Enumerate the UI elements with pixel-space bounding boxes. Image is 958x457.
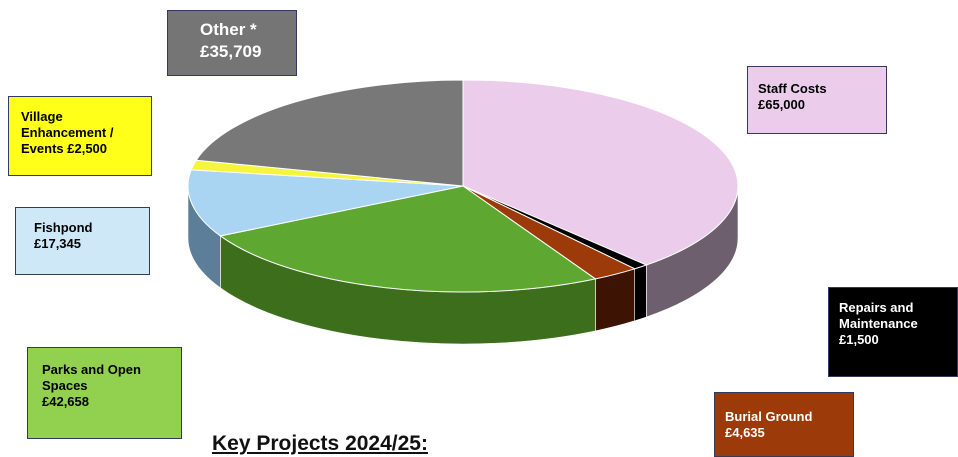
callout-burial-line-2: £4,635 <box>725 425 765 440</box>
callout-other-line-2: £35,709 <box>200 42 262 61</box>
callout-repairs-line-1: Repairs and <box>839 300 914 315</box>
callout-village-enhancement: Village Enhancement / Events £2,500 <box>8 96 152 176</box>
callout-parks-line-2: Spaces <box>42 378 88 393</box>
page-title: Key Projects 2024/25: <box>212 432 428 455</box>
pie-slice-fishpond <box>187 169 464 237</box>
pie-side-repairs-maintenance <box>634 264 647 322</box>
callout-repairs-line-3: £1,500 <box>839 332 879 347</box>
pie-slice-staff-costs <box>462 79 739 266</box>
callout-village-line-1: Village <box>21 109 63 124</box>
callout-other-line-1: Other * <box>200 20 257 39</box>
callout-parks-line-1: Parks and Open <box>42 362 141 377</box>
callout-parks-line-3: £42,658 <box>42 394 89 409</box>
callout-other: Other * £35,709 <box>167 10 297 76</box>
callout-fishpond-line-1: Fishpond <box>34 220 93 235</box>
callout-repairs-line-2: Maintenance <box>839 316 918 331</box>
callout-burial-ground: Burial Ground £4,635 <box>714 392 854 457</box>
callout-staff-costs: Staff Costs £65,000 <box>747 66 887 134</box>
callout-fishpond-line-2: £17,345 <box>34 236 81 251</box>
pie-slice-parks-open-spaces <box>219 185 597 293</box>
callout-repairs-maintenance: Repairs and Maintenance £1,500 <box>828 287 958 377</box>
pie-slice-other <box>195 79 464 187</box>
callout-fishpond: Fishpond £17,345 <box>15 207 150 275</box>
callout-parks-open-spaces: Parks and Open Spaces £42,658 <box>27 347 182 439</box>
callout-staff-costs-line-2: £65,000 <box>758 97 805 112</box>
callout-burial-line-1: Burial Ground <box>725 409 813 424</box>
callout-staff-costs-line-1: Staff Costs <box>758 81 827 96</box>
callout-village-line-3: Events £2,500 <box>21 141 108 156</box>
callout-village-line-2: Enhancement / <box>21 125 114 140</box>
